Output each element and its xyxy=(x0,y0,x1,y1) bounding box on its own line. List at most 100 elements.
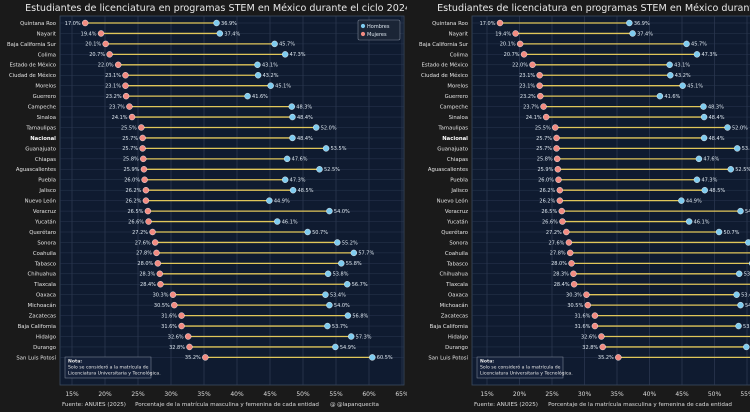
data-label-mujeres: 25.9% xyxy=(537,167,553,173)
point-hombres xyxy=(695,155,703,163)
y-category-label: Nuevo León xyxy=(437,198,468,205)
note-box: Nota:Solo se consideró a la matrícula de… xyxy=(476,356,573,379)
data-label-mujeres: 31.6% xyxy=(575,324,591,330)
x-tick-label: 50% xyxy=(708,391,722,398)
data-label-mujeres: 23.1% xyxy=(105,84,121,90)
dumbbell-chart: Estudiantes de licenciatura en programas… xyxy=(7,2,407,408)
point-hombres xyxy=(666,61,673,69)
data-label-mujeres: 23.1% xyxy=(519,84,535,90)
point-mujeres xyxy=(583,291,590,298)
y-category-label: Michoacán xyxy=(440,302,468,309)
point-hombres xyxy=(254,72,262,79)
data-label-mujeres: 27.6% xyxy=(549,240,565,246)
y-category-label: Oaxaca xyxy=(448,293,468,299)
note-line: Licenciatura Universitaria y Tecnológica… xyxy=(68,370,161,377)
y-category-label: Tlaxcala xyxy=(445,282,468,288)
point-hombres xyxy=(267,82,274,89)
data-label-hombres: 45.1% xyxy=(687,84,703,90)
data-label-mujeres: 35.2% xyxy=(598,355,614,361)
point-mujeres xyxy=(151,239,159,246)
data-label-mujeres: 28.3% xyxy=(139,272,155,278)
data-label-hombres: 45.7% xyxy=(279,42,295,48)
point-mujeres xyxy=(584,301,591,309)
point-mujeres xyxy=(81,19,89,27)
data-label-mujeres: 25.5% xyxy=(121,125,137,131)
legend-marker-mujeres xyxy=(360,31,366,37)
y-category-label: Tlaxcala xyxy=(33,282,56,288)
note-line: Solo se consideró a la matrícula de xyxy=(480,364,561,371)
point-mujeres xyxy=(140,155,147,163)
data-label-mujeres: 24.1% xyxy=(526,115,542,121)
point-hombres xyxy=(693,51,701,58)
point-hombres xyxy=(344,312,352,319)
y-category-label: Chihuahua xyxy=(440,272,468,278)
data-label-mujeres: 26.6% xyxy=(542,219,558,225)
data-label-mujeres: 28.3% xyxy=(553,272,569,278)
data-label-hombres: 50.7% xyxy=(312,230,328,236)
point-mujeres xyxy=(138,124,145,131)
point-mujeres xyxy=(553,145,560,152)
data-label-hombres: 48.5% xyxy=(298,188,314,194)
x-tick-label: 40% xyxy=(230,391,244,398)
point-hombres xyxy=(281,176,289,183)
data-label-mujeres: 26.2% xyxy=(126,198,142,204)
y-category-label: Hidalgo xyxy=(36,334,56,340)
x-tick-label: 30% xyxy=(578,391,592,398)
y-category-label: Zacatecas xyxy=(29,314,57,320)
point-hombres xyxy=(289,186,297,194)
point-mujeres xyxy=(139,134,146,142)
data-label-hombres: 50.7% xyxy=(724,230,740,236)
point-mujeres xyxy=(142,186,150,194)
y-category-label: Campeche xyxy=(28,105,56,111)
point-hombres xyxy=(683,40,690,48)
data-label-mujeres: 25.7% xyxy=(122,146,138,152)
data-label-mujeres: 28.4% xyxy=(140,282,156,288)
note-line: Licenciatura Universitaria y Tecnológica… xyxy=(480,370,573,377)
data-label-hombres: 53.4% xyxy=(741,293,750,299)
y-category-label: Sonora xyxy=(37,240,56,246)
point-mujeres xyxy=(559,218,566,225)
credit-text: @lapanquecita xyxy=(337,402,379,408)
point-mujeres xyxy=(202,354,209,361)
point-mujeres xyxy=(171,301,178,309)
point-hombres xyxy=(332,343,339,351)
legend-box xyxy=(357,19,401,41)
data-label-hombres: 60.5% xyxy=(377,355,393,361)
point-mujeres xyxy=(615,354,622,361)
point-mujeres xyxy=(554,166,562,173)
y-category-label: Hidalgo xyxy=(448,334,468,340)
y-category-label: Aguascalientes xyxy=(428,167,468,173)
y-category-label: Puebla xyxy=(450,178,468,184)
y-category-label: Jalisco xyxy=(38,188,56,194)
data-label-mujeres: 32.8% xyxy=(169,345,185,351)
point-mujeres xyxy=(591,312,599,319)
point-mujeres xyxy=(144,207,152,215)
data-label-mujeres: 27.8% xyxy=(136,251,152,257)
data-label-hombres: 52.5% xyxy=(735,167,750,173)
data-label-hombres: 57.3% xyxy=(356,334,372,340)
point-mujeres xyxy=(512,30,519,37)
y-category-label: Chihuahua xyxy=(28,272,56,278)
data-label-hombres: 43.2% xyxy=(263,73,279,79)
point-hombres xyxy=(274,218,281,225)
data-label-hombres: 48.3% xyxy=(708,104,724,110)
data-label-mujeres: 25.7% xyxy=(536,136,552,142)
point-mujeres xyxy=(178,312,185,319)
data-label-hombres: 48.5% xyxy=(709,188,725,194)
y-category-label: Aguascalientes xyxy=(16,167,56,173)
data-label-hombres: 45.7% xyxy=(691,42,707,48)
point-mujeres xyxy=(122,82,129,89)
data-label-mujeres: 25.5% xyxy=(535,125,551,131)
point-mujeres xyxy=(542,113,550,121)
data-label-hombres: 47.6% xyxy=(292,157,308,163)
x-tick-label: 15% xyxy=(480,391,494,398)
point-hombres xyxy=(736,270,743,277)
data-label-mujeres: 32.8% xyxy=(582,345,598,351)
point-mujeres xyxy=(566,249,574,257)
point-mujeres xyxy=(141,176,148,183)
data-label-mujeres: 31.6% xyxy=(161,313,177,319)
data-label-hombres: 37.4% xyxy=(637,31,653,37)
point-mujeres xyxy=(553,155,561,163)
data-label-hombres: 53.7% xyxy=(332,324,348,330)
data-label-mujeres: 20.7% xyxy=(89,52,105,58)
